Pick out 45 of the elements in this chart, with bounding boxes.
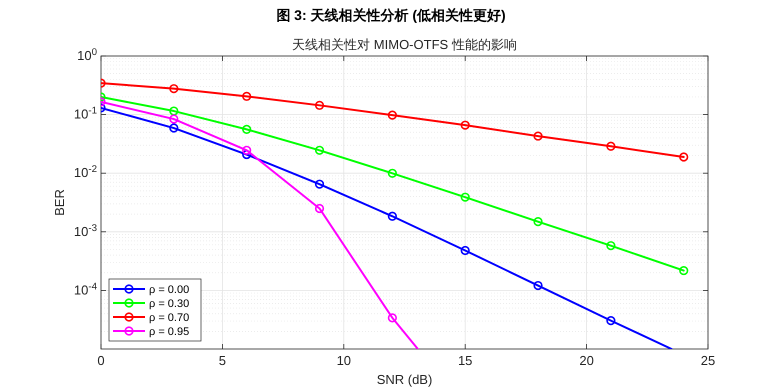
point [169, 84, 178, 94]
point [314, 180, 324, 189]
point [242, 124, 252, 134]
legend-label: ρ = 0.30 [149, 298, 190, 310]
point [314, 146, 324, 155]
legend-label: ρ = 0.95 [149, 326, 190, 338]
point [169, 114, 178, 124]
point [460, 192, 470, 202]
x-tick-label: 5 [218, 353, 226, 368]
point [242, 92, 252, 101]
y-tick-label: 10$^{0}$ [77, 46, 98, 63]
y-tick-label: 10$^{-4}$ [74, 280, 98, 298]
y-tick-label: 10$^{-2}$ [74, 164, 97, 180]
point [460, 120, 470, 130]
x-tick-label: 10 [336, 353, 352, 368]
legend-label: ρ = 0.70 [149, 312, 190, 324]
point [679, 266, 688, 276]
chart-subtitle: 天线相关性对 MIMO-OTFS 性能的影响 [292, 37, 517, 52]
point [388, 168, 397, 178]
point [169, 123, 178, 133]
point [169, 106, 178, 116]
point [679, 152, 688, 162]
y-tick-label: 10$^{-3}$ [74, 222, 97, 239]
x-axis-title: SNR (dB) [376, 372, 432, 387]
point [606, 241, 616, 250]
x-tick-label: 15 [458, 353, 472, 368]
point [314, 204, 324, 214]
point [606, 316, 616, 326]
point [606, 142, 616, 151]
point [388, 313, 397, 322]
point [533, 131, 543, 141]
legend-label: ρ = 0.00 [149, 284, 190, 296]
point [388, 110, 397, 120]
point [314, 100, 324, 110]
point [388, 212, 397, 221]
x-tick-label: 0 [97, 353, 105, 368]
x-tick-label: 20 [579, 353, 594, 368]
point [533, 217, 543, 226]
point [242, 146, 252, 155]
point [460, 246, 470, 256]
y-axis-title: BER [52, 189, 67, 216]
point [533, 280, 543, 290]
y-tick-label: 10$^{-1}$ [74, 105, 97, 122]
chart-title: 图 3: 天线相关性分析 (低相关性更好) [276, 7, 506, 23]
x-tick-label: 25 [700, 353, 716, 368]
